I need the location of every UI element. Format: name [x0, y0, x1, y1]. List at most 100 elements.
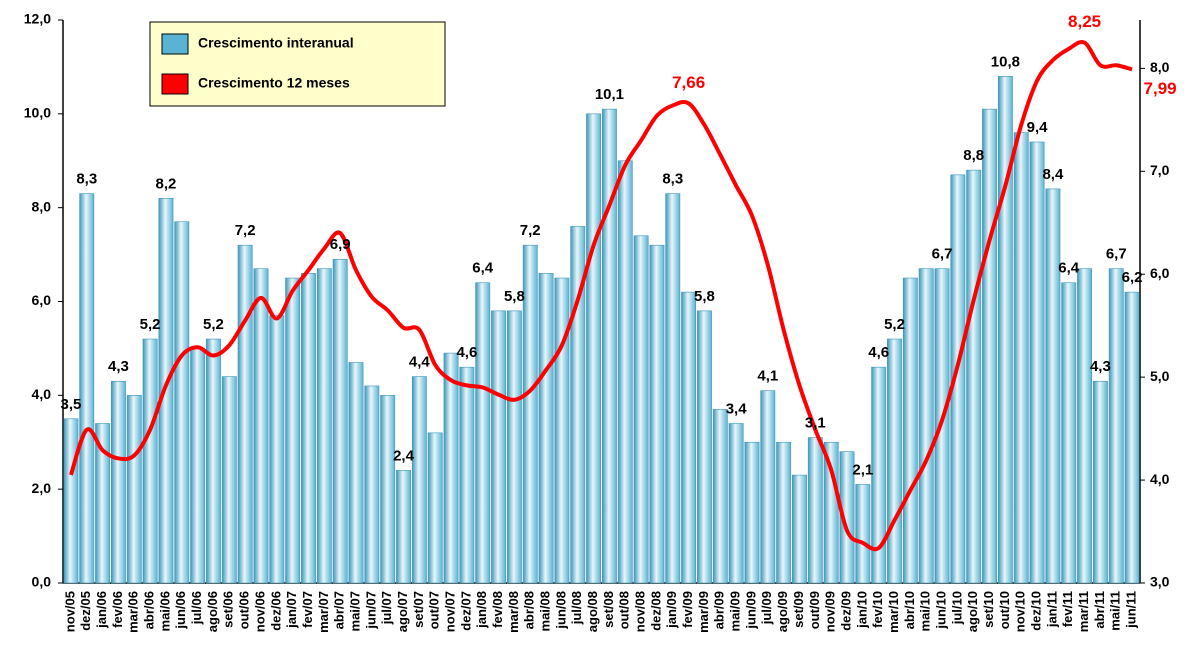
- value-label: 3,1: [805, 415, 826, 432]
- x-tick-label: mar/07: [316, 591, 331, 633]
- value-label: 6,7: [1106, 246, 1127, 263]
- bar: [665, 193, 681, 584]
- x-tick-label: ago/06: [205, 591, 220, 632]
- x-tick-label: mai/06: [157, 591, 172, 631]
- bar: [332, 258, 348, 584]
- y2-tick-label: 5,0: [1150, 368, 1170, 384]
- value-label: 5,2: [140, 316, 161, 333]
- bar: [792, 474, 807, 584]
- bar: [1108, 268, 1124, 584]
- bar: [427, 432, 443, 584]
- bar: [1092, 380, 1108, 584]
- x-tick-label: jun/08: [553, 591, 568, 630]
- bar: [823, 441, 839, 584]
- value-label: 7,99: [1144, 79, 1177, 98]
- x-tick-label: mai/11: [1108, 591, 1123, 631]
- x-tick-label: fev/11: [1060, 591, 1075, 627]
- bar: [633, 235, 649, 584]
- y2-tick-label: 3,0: [1150, 574, 1170, 590]
- bar: [681, 291, 697, 584]
- value-label: 5,8: [694, 288, 715, 305]
- value-label: 5,2: [203, 316, 224, 333]
- value-label: 5,2: [884, 316, 905, 333]
- x-tick-label: set/07: [411, 591, 426, 628]
- bar: [79, 193, 95, 584]
- bar: [111, 380, 126, 584]
- bar: [459, 366, 475, 584]
- bar: [237, 244, 253, 584]
- x-tick-label: jun/07: [363, 591, 378, 630]
- y-tick-label: 6,0: [32, 292, 52, 308]
- bar: [411, 376, 427, 584]
- bar: [475, 282, 491, 584]
- x-tick-label: jul/06: [189, 591, 204, 625]
- bar: [253, 268, 269, 584]
- bar: [142, 338, 158, 584]
- y-tick-label: 2,0: [32, 480, 52, 496]
- x-tick-label: mai/08: [538, 591, 553, 631]
- bar: [538, 273, 554, 584]
- bar: [221, 376, 237, 584]
- x-tick-label: jun/11: [1124, 591, 1139, 629]
- x-tick-label: jul/09: [759, 591, 774, 625]
- value-label: 8,25: [1068, 12, 1101, 31]
- bar: [760, 390, 776, 584]
- value-label: 8,2: [156, 175, 177, 192]
- x-tick-label: dez/07: [458, 591, 473, 631]
- bar: [950, 174, 966, 584]
- x-tick-label: mai/09: [728, 591, 743, 631]
- bar: [1124, 291, 1140, 584]
- bar: [839, 451, 855, 584]
- y-tick-label: 12,0: [24, 11, 51, 27]
- x-tick-label: mai/10: [918, 591, 933, 631]
- value-label: 6,2: [1122, 269, 1143, 286]
- legend-box: [149, 21, 446, 107]
- bar: [1061, 282, 1077, 584]
- x-tick-label: jul/10: [949, 591, 964, 625]
- x-tick-label: abr/11: [1092, 591, 1107, 629]
- value-label: 8,3: [76, 171, 97, 188]
- x-tick-label: dez/06: [268, 591, 283, 631]
- x-tick-label: set/09: [791, 591, 806, 628]
- bar: [649, 244, 665, 584]
- bar: [364, 385, 380, 584]
- y2-tick-label: 8,0: [1150, 59, 1170, 75]
- x-tick-label: nov/10: [1013, 591, 1028, 632]
- bar: [190, 348, 206, 584]
- legend: Crescimento interanual Crescimento 12 me…: [149, 21, 446, 107]
- bar: [285, 277, 301, 584]
- x-tick-label: set/08: [601, 591, 616, 628]
- bar: [396, 470, 411, 584]
- x-tick-label: mar/09: [696, 591, 711, 633]
- bar: [1077, 268, 1092, 584]
- x-tick-label: nov/05: [62, 591, 77, 632]
- bar: [63, 418, 79, 584]
- x-tick-label: jul/07: [379, 591, 394, 625]
- x-tick-label: abr/09: [712, 591, 727, 629]
- x-tick-label: fev/06: [110, 591, 125, 628]
- x-tick-label: jun/06: [173, 591, 188, 630]
- x-tick-label: fev/08: [490, 591, 505, 628]
- x-tick-label: fev/07: [300, 591, 315, 628]
- x-tick-label: abr/06: [142, 591, 157, 629]
- value-label: 7,2: [235, 222, 256, 239]
- bar: [206, 338, 221, 584]
- bar: [269, 315, 285, 584]
- bar: [712, 409, 728, 584]
- x-tick-label: mar/11: [1076, 591, 1091, 632]
- bar: [522, 244, 538, 584]
- value-label: 10,1: [595, 86, 624, 103]
- value-label: 3,4: [726, 400, 748, 417]
- bar: [506, 310, 522, 584]
- y-tick-label: 4,0: [32, 386, 52, 402]
- value-label: 4,1: [757, 368, 778, 385]
- bar: [316, 268, 332, 584]
- x-tick-label: jun/10: [933, 591, 948, 630]
- x-tick-label: nov/09: [823, 591, 838, 632]
- y2-tick-label: 6,0: [1150, 265, 1170, 281]
- x-tick-label: abr/07: [332, 591, 347, 629]
- x-tick-label: dez/05: [78, 591, 93, 631]
- bar: [871, 366, 887, 584]
- bar: [982, 108, 997, 584]
